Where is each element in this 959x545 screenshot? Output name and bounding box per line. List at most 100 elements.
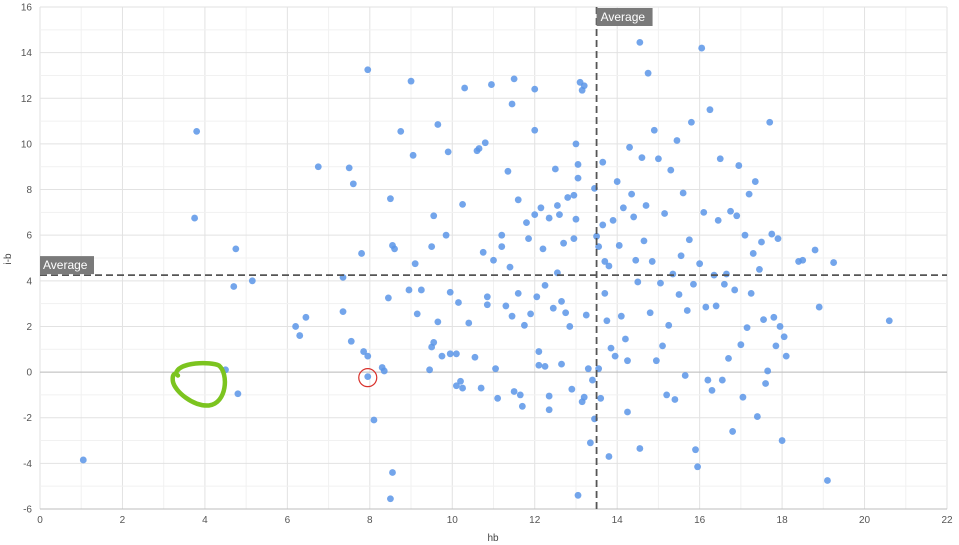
scatter-point <box>753 413 761 420</box>
scatter-point <box>714 216 722 224</box>
scatter-point <box>758 238 765 246</box>
scatter-point <box>599 221 607 229</box>
scatter-point <box>574 491 582 499</box>
scatter-point <box>716 155 724 163</box>
scatter-point <box>652 357 660 365</box>
scatter-point <box>191 214 199 222</box>
scatter-point <box>525 235 532 243</box>
scatter-point <box>549 304 557 312</box>
scatter-point <box>574 174 582 182</box>
scatter-point <box>885 317 893 325</box>
scatter-point <box>570 235 578 243</box>
scatter-point <box>502 302 510 310</box>
average-x-label-bg <box>596 8 653 26</box>
scatter-point <box>564 194 572 201</box>
scatter-point <box>743 324 751 331</box>
scatter-point <box>607 344 615 352</box>
hand-drawn-highlight-circle <box>170 360 228 408</box>
scatter-point <box>387 195 394 203</box>
scatter-point <box>683 307 691 314</box>
data-points <box>79 38 893 503</box>
scatter-point <box>698 44 706 52</box>
scatter-point <box>718 376 726 384</box>
scatter-point <box>523 219 530 227</box>
grid-lines <box>39 6 948 510</box>
scatter-point <box>541 281 549 289</box>
y-tick-label: 2 <box>26 322 32 333</box>
scatter-point <box>407 77 415 85</box>
scatter-point <box>720 280 728 288</box>
scatter-point <box>438 352 446 360</box>
scatter-point <box>455 299 462 306</box>
scatter-point <box>545 406 553 414</box>
scatter-point <box>527 310 535 318</box>
scatter-point <box>535 348 543 355</box>
scatter-point <box>475 145 483 152</box>
scatter-point <box>430 212 438 220</box>
scatter-point <box>545 392 553 400</box>
scatter-point <box>465 319 473 327</box>
average-y-label-bg <box>40 256 94 275</box>
scatter-point <box>774 235 782 243</box>
scatter-point <box>665 321 673 329</box>
scatter-point <box>570 191 578 199</box>
scatter-point <box>364 66 372 74</box>
scatter-point <box>622 335 629 343</box>
scatter-point <box>749 250 757 257</box>
x-tick-label: 16 <box>694 515 706 526</box>
scatter-point <box>815 303 823 311</box>
scatter-point <box>636 38 644 46</box>
scatter-point <box>296 332 304 339</box>
scatter-point <box>584 365 592 373</box>
y-tick-label: 16 <box>21 3 33 14</box>
scatter-point <box>430 339 438 346</box>
scatter-point <box>702 303 710 311</box>
y-tick-label: 8 <box>26 185 32 196</box>
scatter-point <box>531 126 539 134</box>
scatter-point <box>572 215 580 223</box>
scatter-point <box>586 439 594 447</box>
scatter-point <box>531 211 539 219</box>
scatter-point <box>345 164 353 172</box>
scatter-point <box>760 316 767 324</box>
scatter-point <box>560 239 567 247</box>
scatter-point <box>494 394 502 402</box>
scatter-point <box>413 310 421 318</box>
scatter-point <box>477 384 485 392</box>
y-tick-label: 4 <box>26 276 32 287</box>
scatter-point <box>628 190 636 198</box>
scatter-point <box>442 231 450 239</box>
scatter-point <box>727 207 734 215</box>
x-tick-label: 18 <box>777 515 789 526</box>
scatter-point <box>558 360 565 368</box>
scatter-point <box>776 323 784 330</box>
average-x-label: Average <box>601 10 646 24</box>
scatter-point <box>521 321 528 329</box>
scatter-point <box>446 350 454 358</box>
scatter-point <box>762 380 769 387</box>
scatter-point <box>751 178 759 185</box>
scatter-point <box>824 477 831 484</box>
scatter-point <box>568 385 576 393</box>
scatter-point <box>657 279 664 287</box>
scatter-point <box>725 355 732 362</box>
scatter-point <box>675 291 683 298</box>
y-tick-label: -4 <box>23 459 32 470</box>
scatter-point <box>459 200 466 208</box>
scatter-point <box>741 231 749 239</box>
scatter-point <box>457 377 464 385</box>
scatter-point <box>387 495 394 503</box>
axis-layer: 0 2 4 6 8 10 12 14 16 18 20 22 -6 -4 -2 0 2 4 6 8 10 12 14 16 <box>21 3 953 527</box>
scatter-point <box>733 212 741 220</box>
scatter-point <box>745 190 753 198</box>
scatter-point <box>778 437 786 444</box>
x-tick-label: 8 <box>367 515 373 526</box>
scatter-point <box>640 237 648 245</box>
scatter-point <box>756 266 763 273</box>
scatter-point <box>729 428 737 435</box>
scatter-point <box>554 202 561 209</box>
scatter-point <box>692 446 699 454</box>
scatter-point <box>735 162 743 169</box>
x-tick-label: 14 <box>612 515 624 526</box>
